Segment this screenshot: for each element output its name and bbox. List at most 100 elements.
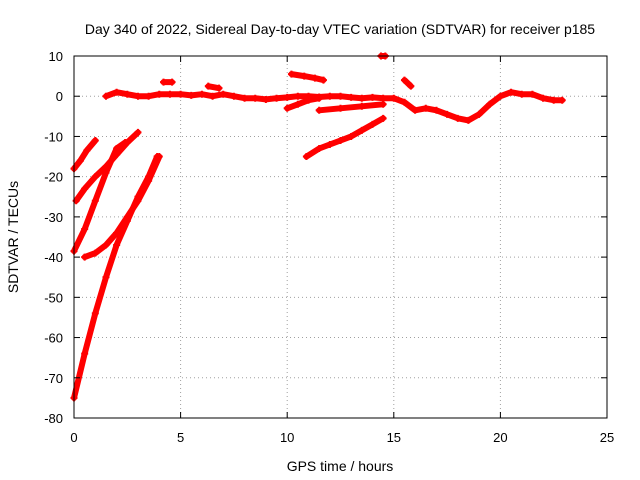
data-point [166, 90, 174, 98]
data-series [70, 52, 566, 402]
data-point [145, 92, 153, 100]
data-point [486, 100, 494, 108]
data-point [91, 173, 99, 181]
series-line [284, 95, 323, 112]
series-track-10 [283, 94, 323, 112]
data-point [337, 92, 344, 100]
data-point [475, 110, 483, 118]
data-point [443, 110, 451, 118]
data-point [496, 92, 504, 100]
y-tick-label: -70 [44, 371, 63, 386]
data-point [81, 350, 89, 358]
y-tick-label: -60 [44, 331, 63, 346]
data-point [400, 76, 408, 84]
data-point [422, 104, 430, 112]
data-point [91, 197, 99, 205]
data-point [347, 93, 355, 101]
y-tick-label: -50 [44, 290, 63, 305]
y-tick-label: 0 [56, 89, 63, 104]
grid-lines [74, 56, 607, 418]
plot-frame [73, 55, 608, 419]
data-point [311, 74, 319, 82]
y-tick-label: 10 [49, 49, 63, 64]
y-tick-label: -20 [44, 170, 63, 185]
data-point [123, 217, 131, 225]
series-track-11 [315, 100, 387, 114]
data-point [454, 114, 462, 122]
series-track-14 [302, 114, 387, 161]
y-axis-label: SDTVAR / TECUs [5, 181, 21, 293]
series-line [288, 71, 327, 84]
data-point [379, 94, 387, 102]
data-point [134, 92, 142, 100]
data-point [102, 241, 110, 249]
x-tick-label: 5 [177, 430, 184, 445]
data-point [390, 94, 398, 102]
data-point [91, 136, 99, 144]
series-line [316, 101, 387, 114]
series-track-9 [287, 70, 327, 84]
data-point [315, 94, 323, 102]
data-point [432, 106, 440, 114]
data-point [558, 96, 566, 104]
data-point [198, 90, 206, 98]
data-point [368, 93, 376, 101]
data-point [145, 173, 153, 181]
data-point [358, 94, 366, 102]
series-track-5 [70, 153, 161, 402]
y-tick-label: -40 [44, 250, 63, 265]
data-point [251, 94, 259, 102]
data-point [155, 90, 163, 98]
data-point [81, 185, 89, 193]
data-point [315, 106, 323, 114]
data-point [368, 120, 376, 128]
data-point [300, 72, 308, 80]
data-point [83, 147, 91, 155]
data-point [134, 128, 142, 136]
data-point [294, 92, 302, 100]
data-point [347, 132, 355, 140]
data-point [241, 94, 249, 102]
data-point [283, 93, 291, 101]
data-point [230, 92, 238, 100]
y-tick-label: -30 [44, 210, 63, 225]
data-point [400, 98, 408, 106]
data-point [187, 91, 195, 99]
data-point [209, 92, 217, 100]
data-point [273, 94, 281, 102]
data-point [81, 225, 89, 233]
x-axis-label: GPS time / hours [287, 458, 394, 474]
x-tick-label: 25 [600, 430, 614, 445]
data-point [283, 104, 291, 112]
data-point [168, 78, 176, 86]
data-point [262, 95, 270, 103]
data-point [91, 249, 99, 257]
data-point [305, 96, 313, 104]
data-point [528, 90, 536, 98]
data-point [315, 145, 323, 153]
data-point [507, 88, 515, 96]
data-point [76, 157, 84, 165]
data-point [123, 90, 131, 98]
data-point [121, 138, 129, 146]
series-track-13 [400, 76, 415, 90]
data-point [102, 92, 110, 100]
data-point [113, 145, 121, 153]
data-point [287, 70, 295, 78]
data-point [411, 106, 419, 114]
chart-title: Day 340 of 2022, Sidereal Day-to-day VTE… [85, 21, 595, 37]
x-tick-label: 15 [387, 430, 401, 445]
x-tick-label: 10 [280, 430, 294, 445]
data-point [550, 96, 558, 104]
x-tick-label: 0 [70, 430, 77, 445]
data-point [379, 114, 387, 122]
data-point [358, 126, 366, 134]
data-point [539, 94, 547, 102]
series-track-7 [160, 78, 176, 86]
series-line [71, 137, 99, 172]
axis-ticks: 0 5 10 15 20 25 -80 -70 -60 -50 -40 -30 -20 -10 0 10 [44, 49, 614, 445]
x-tick-label: 20 [493, 430, 507, 445]
data-point [407, 82, 415, 90]
data-point [113, 88, 121, 96]
